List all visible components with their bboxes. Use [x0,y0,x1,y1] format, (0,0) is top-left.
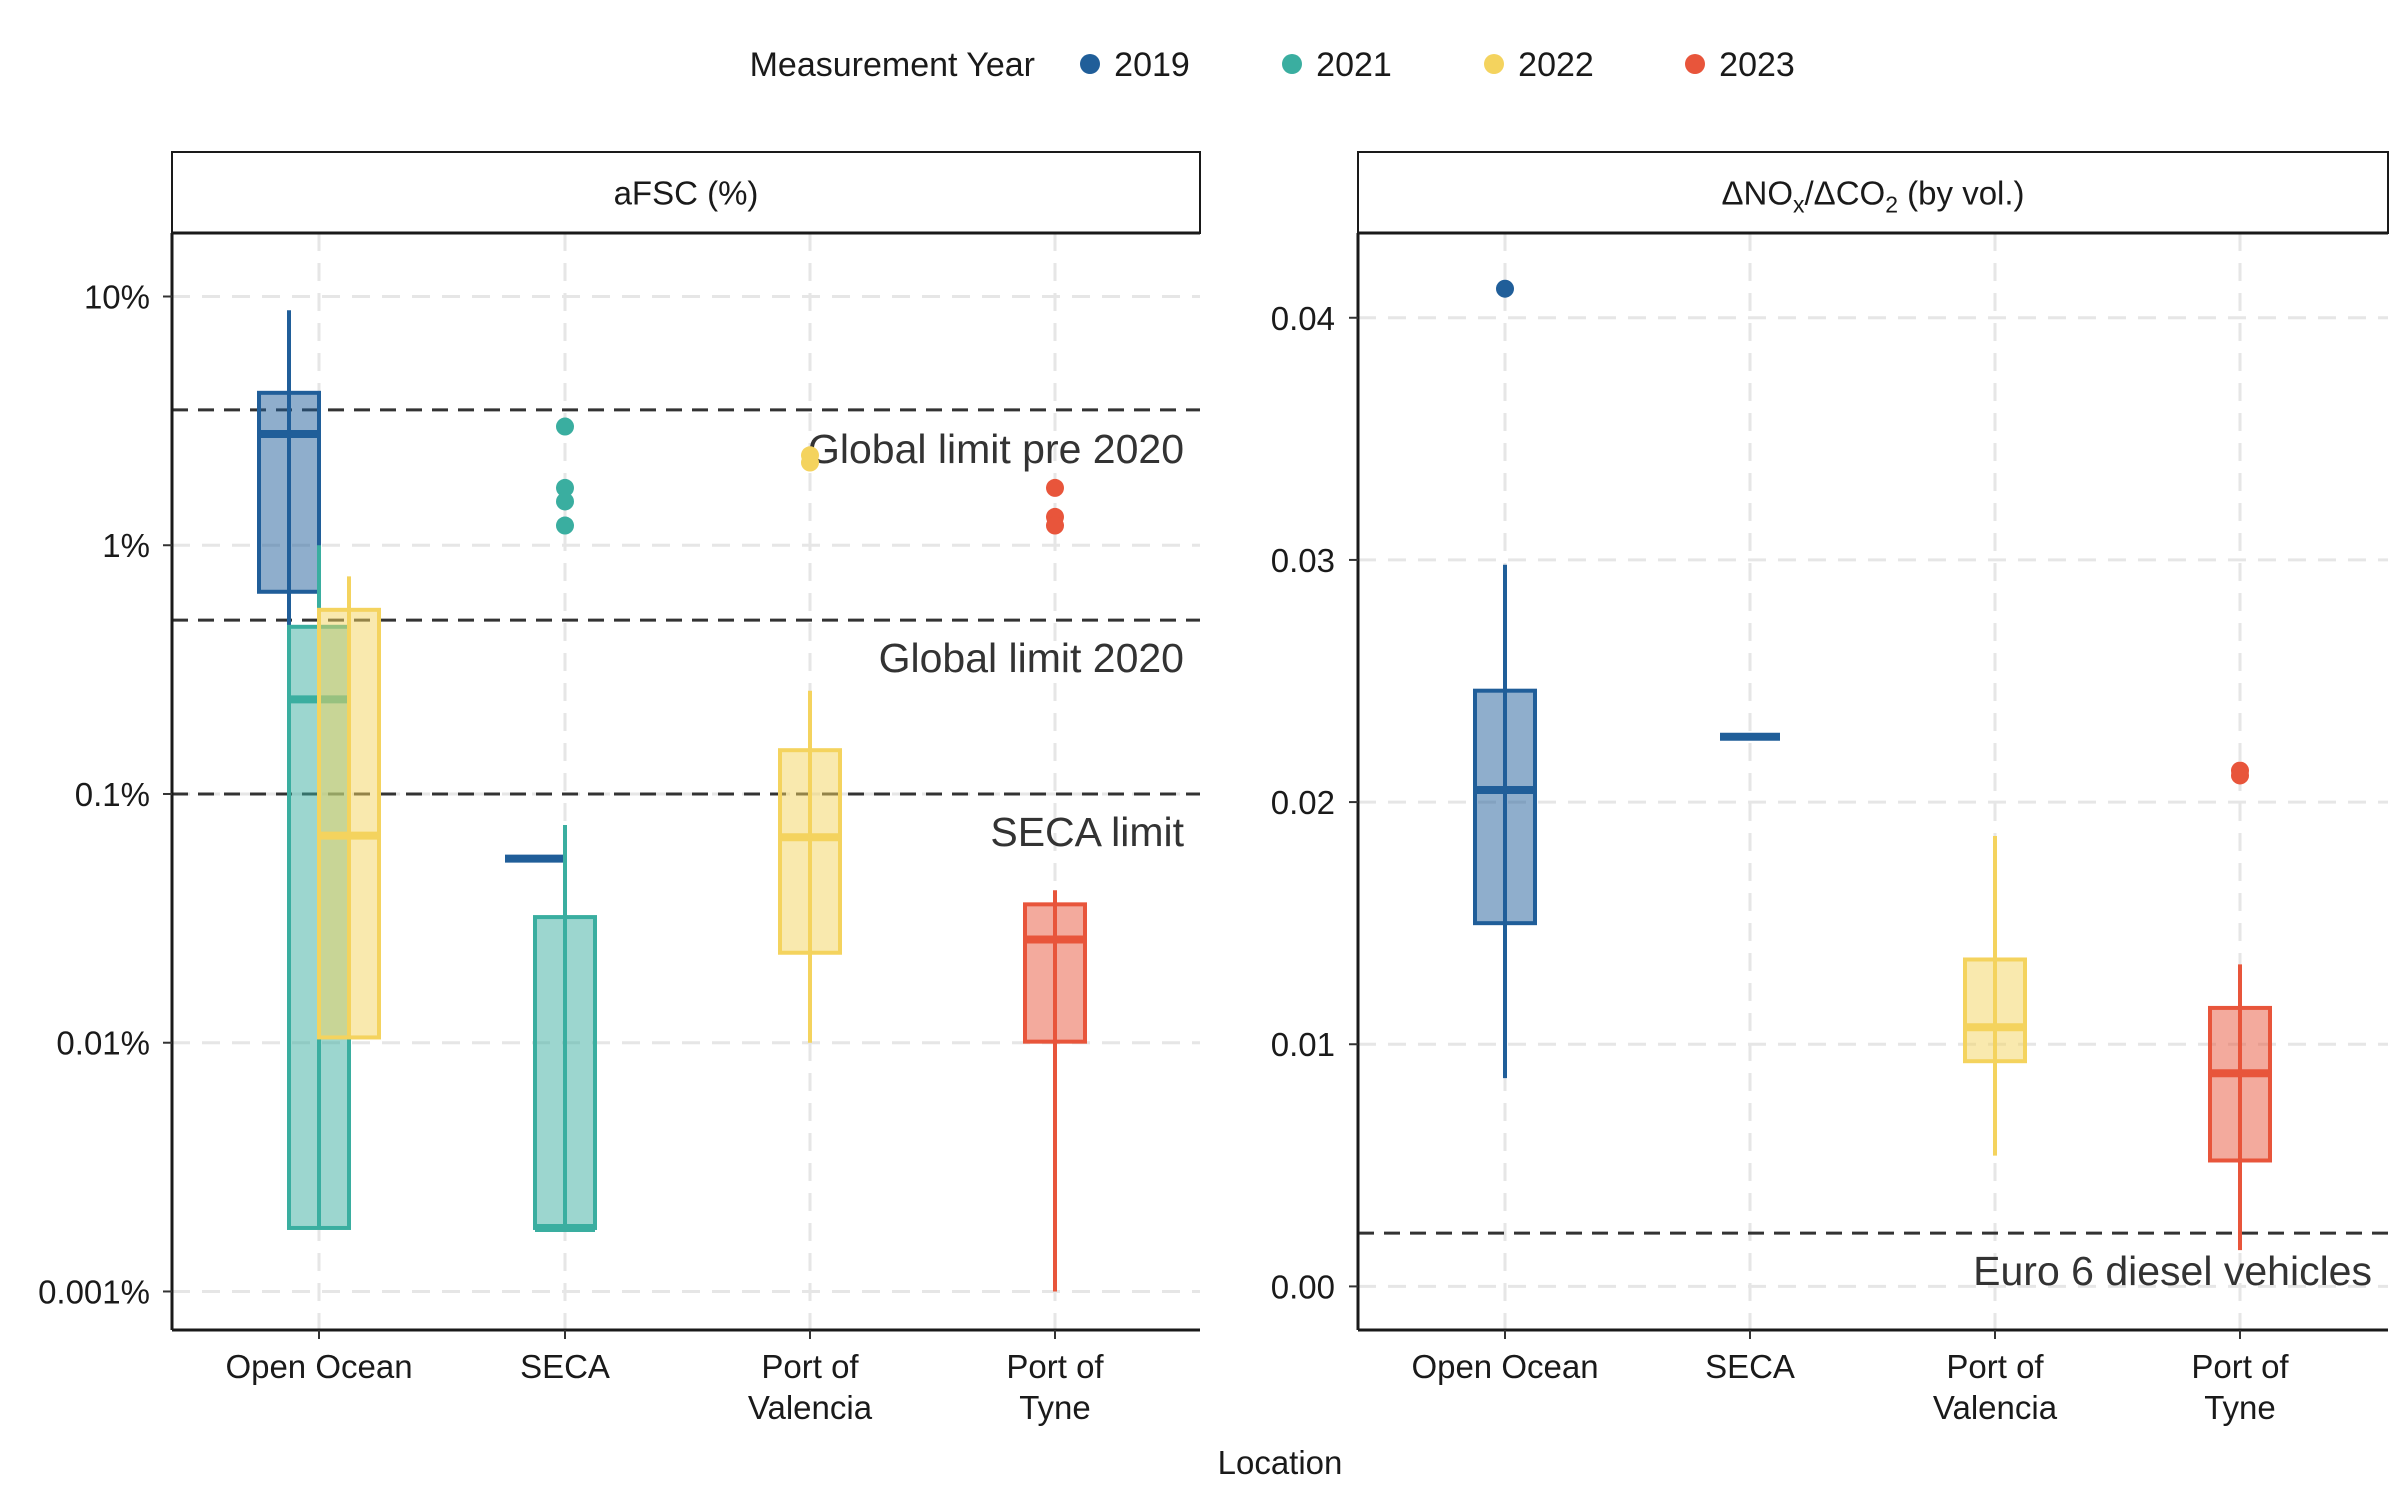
box-iqr [317,607,381,1040]
x-tick-label-seca: SECA [1705,1348,1795,1385]
legend-title: Measurement Year [750,46,1035,84]
box-iqr [533,915,597,1230]
strip-nox-co2 [1357,151,2389,234]
box-iqr [2208,1005,2272,1163]
y-tick-label: 0.01 [1271,1026,1335,1063]
reference-label-euro-6-diesel-vehicles: Euro 6 diesel vehicles [1973,1248,2372,1294]
reference-label-global-limit-2020: Global limit 2020 [879,635,1184,681]
box-port-of-tyne-2023 [1023,478,1087,1292]
x-tick-label-port-of-valencia: Valencia [1933,1389,2058,1426]
outlier-point [1046,516,1064,535]
x-tick-label-open-ocean: Open Ocean [1411,1348,1598,1385]
legend-label-2023: 2023 [1719,46,1795,84]
box-port-of-tyne-2023 [2208,761,2272,1251]
y-tick-label: 0.01% [56,1025,150,1062]
y-tick-label: 0.03 [1271,542,1335,579]
box-port-of-valencia-2022 [1963,835,2027,1156]
reference-label-global-limit-pre-2020: Global limit pre 2020 [808,426,1184,472]
y-tick-label: 0.02 [1271,784,1335,821]
outlier-point [801,453,819,472]
box-iqr [1023,902,1087,1044]
strip-title-afsc: aFSC (%) [614,175,759,212]
strip-afsc [171,151,1201,234]
box-iqr [1473,688,1537,926]
outlier-point [556,516,574,535]
y-tick-label: 10% [84,278,150,315]
y-tick-label: 0.00 [1271,1268,1335,1305]
reference-label-seca-limit: SECA limit [990,809,1184,855]
y-tick-label: 0.001% [38,1273,150,1310]
outlier-point [2231,766,2249,785]
x-tick-label-open-ocean: Open Ocean [225,1348,412,1385]
legend-key-2022 [1484,54,1504,74]
y-tick-label: 0.04 [1271,300,1335,337]
x-tick-label-port-of-valencia: Port of [761,1348,859,1385]
legend-key-2021 [1282,54,1302,74]
legend-key-2019 [1080,54,1100,74]
box-iqr [778,748,842,955]
outlier-point [556,417,574,436]
legend: Measurement Year 2019 2021 2022 2023 [750,46,1795,84]
outlier-point [556,478,574,497]
panel-nox-co2: ΔNOx/ΔCO2 (by vol.) Euro 6 diesel vehicle… [1271,151,2389,1426]
legend-key-2023 [1685,54,1705,74]
legend-label-2022: 2022 [1518,46,1594,84]
box-iqr [257,390,321,594]
box-iqr [1963,957,2027,1064]
x-tick-label-port-of-valencia: Port of [1946,1348,2044,1385]
box-seca-2021 [533,417,597,1232]
legend-items: 2019 2021 2022 2023 [1080,46,1795,84]
box-open-ocean-2022 [317,576,381,1040]
box-open-ocean-2019 [1473,279,1537,1079]
y-tick-label: 1% [102,527,150,564]
x-axis-title: Location [1218,1444,1343,1481]
x-tick-label-port-of-tyne: Port of [2191,1348,2289,1385]
outlier-point [556,492,574,511]
box-port-of-valencia-2022 [778,446,842,1043]
x-tick-label-seca: SECA [520,1348,610,1385]
y-tick-label: 0.1% [75,776,150,813]
x-tick-label-port-of-valencia: Valencia [748,1389,873,1426]
strip-title-nox-co2: ΔNOx/ΔCO2 (by vol.) [1721,175,2024,218]
legend-label-2021: 2021 [1316,46,1392,84]
x-tick-label-port-of-tyne: Tyne [1019,1389,1091,1426]
x-tick-label-port-of-tyne: Port of [1006,1348,1104,1385]
legend-label-2019: 2019 [1114,46,1190,84]
x-tick-label-port-of-tyne: Tyne [2204,1389,2276,1426]
outlier-point [1046,478,1064,497]
panel-afsc: aFSC (%) Global limit pre 2020 Global limi… [38,151,1201,1426]
outlier-point [1496,279,1514,298]
